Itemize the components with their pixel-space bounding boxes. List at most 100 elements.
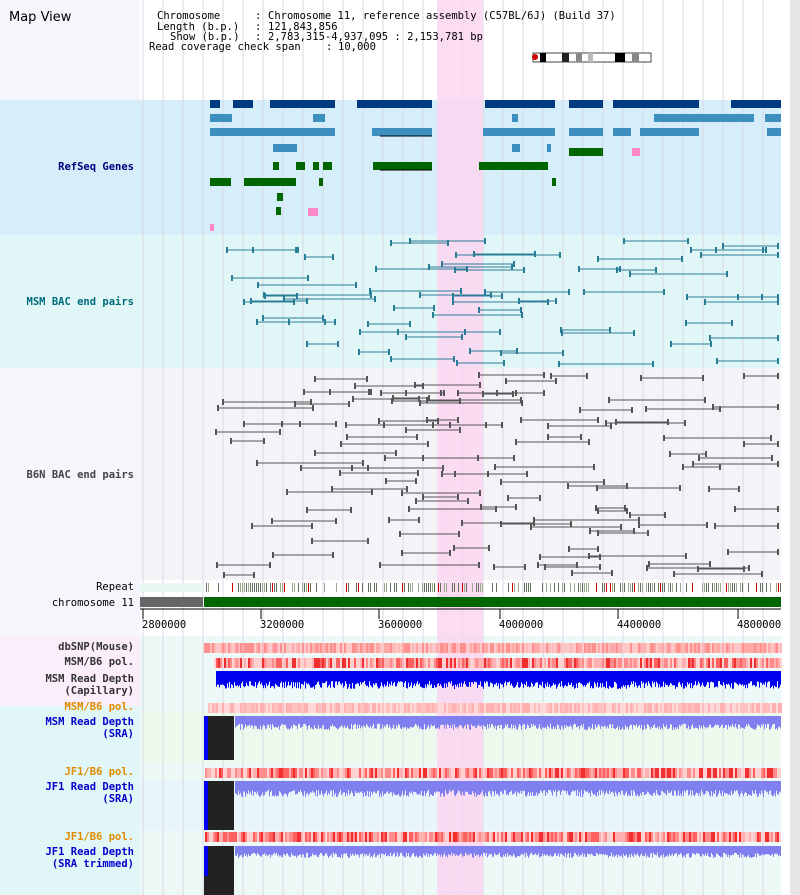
msm-depth-sra [659, 716, 660, 727]
jf1-pol2-strip [355, 832, 357, 842]
track-label-msm-pol-2[interactable]: MSM/B6 pol. [64, 701, 134, 713]
msm-pol2-strip [364, 703, 366, 713]
jf1-depth-sra [631, 781, 632, 791]
track-label-chromosome[interactable]: chromosome 11 [51, 597, 134, 609]
jf1-depth-trim [308, 846, 309, 858]
msm-depth-capillary [539, 671, 540, 685]
jf1-pol2-strip [633, 832, 635, 842]
jf1-depth-sra [768, 781, 769, 795]
msm-depth-capillary [728, 671, 729, 684]
dbsnp-strip [448, 643, 450, 653]
track-label-msm-bac-end-pairs[interactable]: MSM BAC end pairs [26, 296, 134, 308]
jf1-pol2-strip [507, 832, 509, 842]
b6n-bac-pair-end [380, 390, 382, 396]
msm-depth-capillary [682, 671, 683, 684]
track-label-refseq-genes[interactable]: RefSeq Genes [58, 161, 134, 173]
msm-pol2-strip [504, 703, 506, 713]
msm-depth-capillary [745, 671, 746, 689]
msm-pol2-strip [732, 703, 734, 713]
msm-bac-pair-end [663, 289, 665, 295]
b6n-bac-pair-end [346, 434, 348, 440]
jf1-depth-sra [410, 781, 411, 794]
msm-depth-sra [485, 716, 486, 727]
msm-depth-sra [342, 716, 343, 727]
b6n-bac-pair-end [457, 417, 459, 423]
repeat-mark [638, 583, 639, 592]
msm-pol-strip [482, 658, 484, 668]
msm-bac-pair-end [609, 327, 611, 333]
jf1-pol-strip [539, 768, 541, 778]
jf1-depth-sra [553, 781, 554, 791]
jf1-depth-trim [451, 846, 452, 853]
msm-depth-sra [510, 716, 511, 729]
b6n-bac-pair-end [698, 455, 700, 461]
msm-depth-capillary [565, 671, 566, 685]
track-label-jf1-read-depth-trimmed[interactable]: JF1 Read Depth (SRA trimmed) [45, 846, 134, 870]
msm-depth-sra [759, 716, 760, 726]
msm-depth-capillary [559, 671, 560, 684]
track-label-jf1-pol-2[interactable]: JF1/B6 pol. [64, 831, 134, 843]
msm-pol2-strip [406, 703, 408, 713]
msm-depth-capillary [577, 671, 578, 688]
msm-depth-sra [266, 716, 267, 729]
repeat-mark [692, 583, 693, 592]
msm-pol2-strip [314, 703, 316, 713]
repeat-mark [632, 583, 633, 592]
jf1-depth-trim [297, 846, 298, 856]
track-label-dbsnp[interactable]: dbSNP(Mouse) [58, 641, 134, 653]
repeat-mark [260, 583, 261, 592]
jf1-depth-trim [591, 846, 592, 854]
track-label-msm-read-depth-capillary[interactable]: MSM Read Depth (Capillary) [45, 673, 134, 697]
msm-pol2-strip [540, 703, 542, 713]
msm-depth-sra [281, 716, 282, 725]
jf1-pol2-strip [699, 832, 701, 842]
track-label-jf1-pol-1[interactable]: JF1/B6 pol. [64, 766, 134, 778]
msm-depth-capillary [336, 671, 337, 682]
msm-depth-sra [246, 716, 247, 727]
jf1-pol2-strip [321, 832, 323, 842]
msm-depth-capillary [412, 671, 413, 689]
msm-pol2-strip [492, 703, 494, 713]
dbsnp-strip [756, 643, 758, 653]
jf1-depth-trim [338, 846, 339, 857]
track-label-b6n-bac-end-pairs[interactable]: B6N BAC end pairs [26, 469, 134, 481]
jf1-depth-sra [430, 781, 431, 795]
msm-pol2-strip [580, 703, 582, 713]
jf1-depth-trim [536, 846, 537, 856]
chromosome-bar [204, 597, 781, 607]
msm-pol-strip [700, 658, 702, 668]
dbsnp-strip [322, 643, 324, 653]
jf1-depth-trim [347, 846, 348, 857]
msm-depth-sra [447, 716, 448, 724]
jf1-pol2-strip [213, 832, 215, 842]
msm-depth-capillary [300, 671, 301, 689]
b6n-bac-pair-end [419, 400, 421, 406]
jf1-depth-trim [595, 846, 596, 857]
msm-depth-capillary [473, 671, 474, 685]
msm-pol-strip [750, 658, 752, 668]
track-label-msm-pol-1[interactable]: MSM/B6 pol. [64, 656, 134, 668]
track-label-repeat[interactable]: Repeat [96, 581, 134, 593]
jf1-depth-trim [499, 846, 500, 853]
jf1-pol-strip [599, 768, 601, 778]
msm-depth-capillary [368, 671, 369, 688]
jf1-depth-trim [391, 846, 392, 857]
track-label-jf1-read-depth-sra[interactable]: JF1 Read Depth (SRA) [45, 781, 134, 805]
jf1-pol2-strip [313, 832, 315, 842]
dbsnp-strip [218, 643, 220, 653]
repeat-mark [702, 583, 703, 592]
msm-bac-pair-end [461, 334, 463, 340]
jf1-depth-trim [537, 846, 538, 856]
msm-depth-sra [299, 716, 300, 724]
repeat-mark [256, 583, 257, 592]
msm-depth-capillary [262, 671, 263, 686]
dbsnp-strip [224, 643, 226, 653]
jf1-pol2-strip [409, 832, 411, 842]
dbsnp-strip [726, 643, 728, 653]
track-label-msm-read-depth-sra[interactable]: MSM Read Depth (SRA) [45, 716, 134, 740]
jf1-depth-sra [361, 781, 362, 792]
jf1-depth-sra [310, 781, 311, 793]
msm-depth-capillary [696, 671, 697, 686]
msm-depth-capillary [294, 671, 295, 687]
